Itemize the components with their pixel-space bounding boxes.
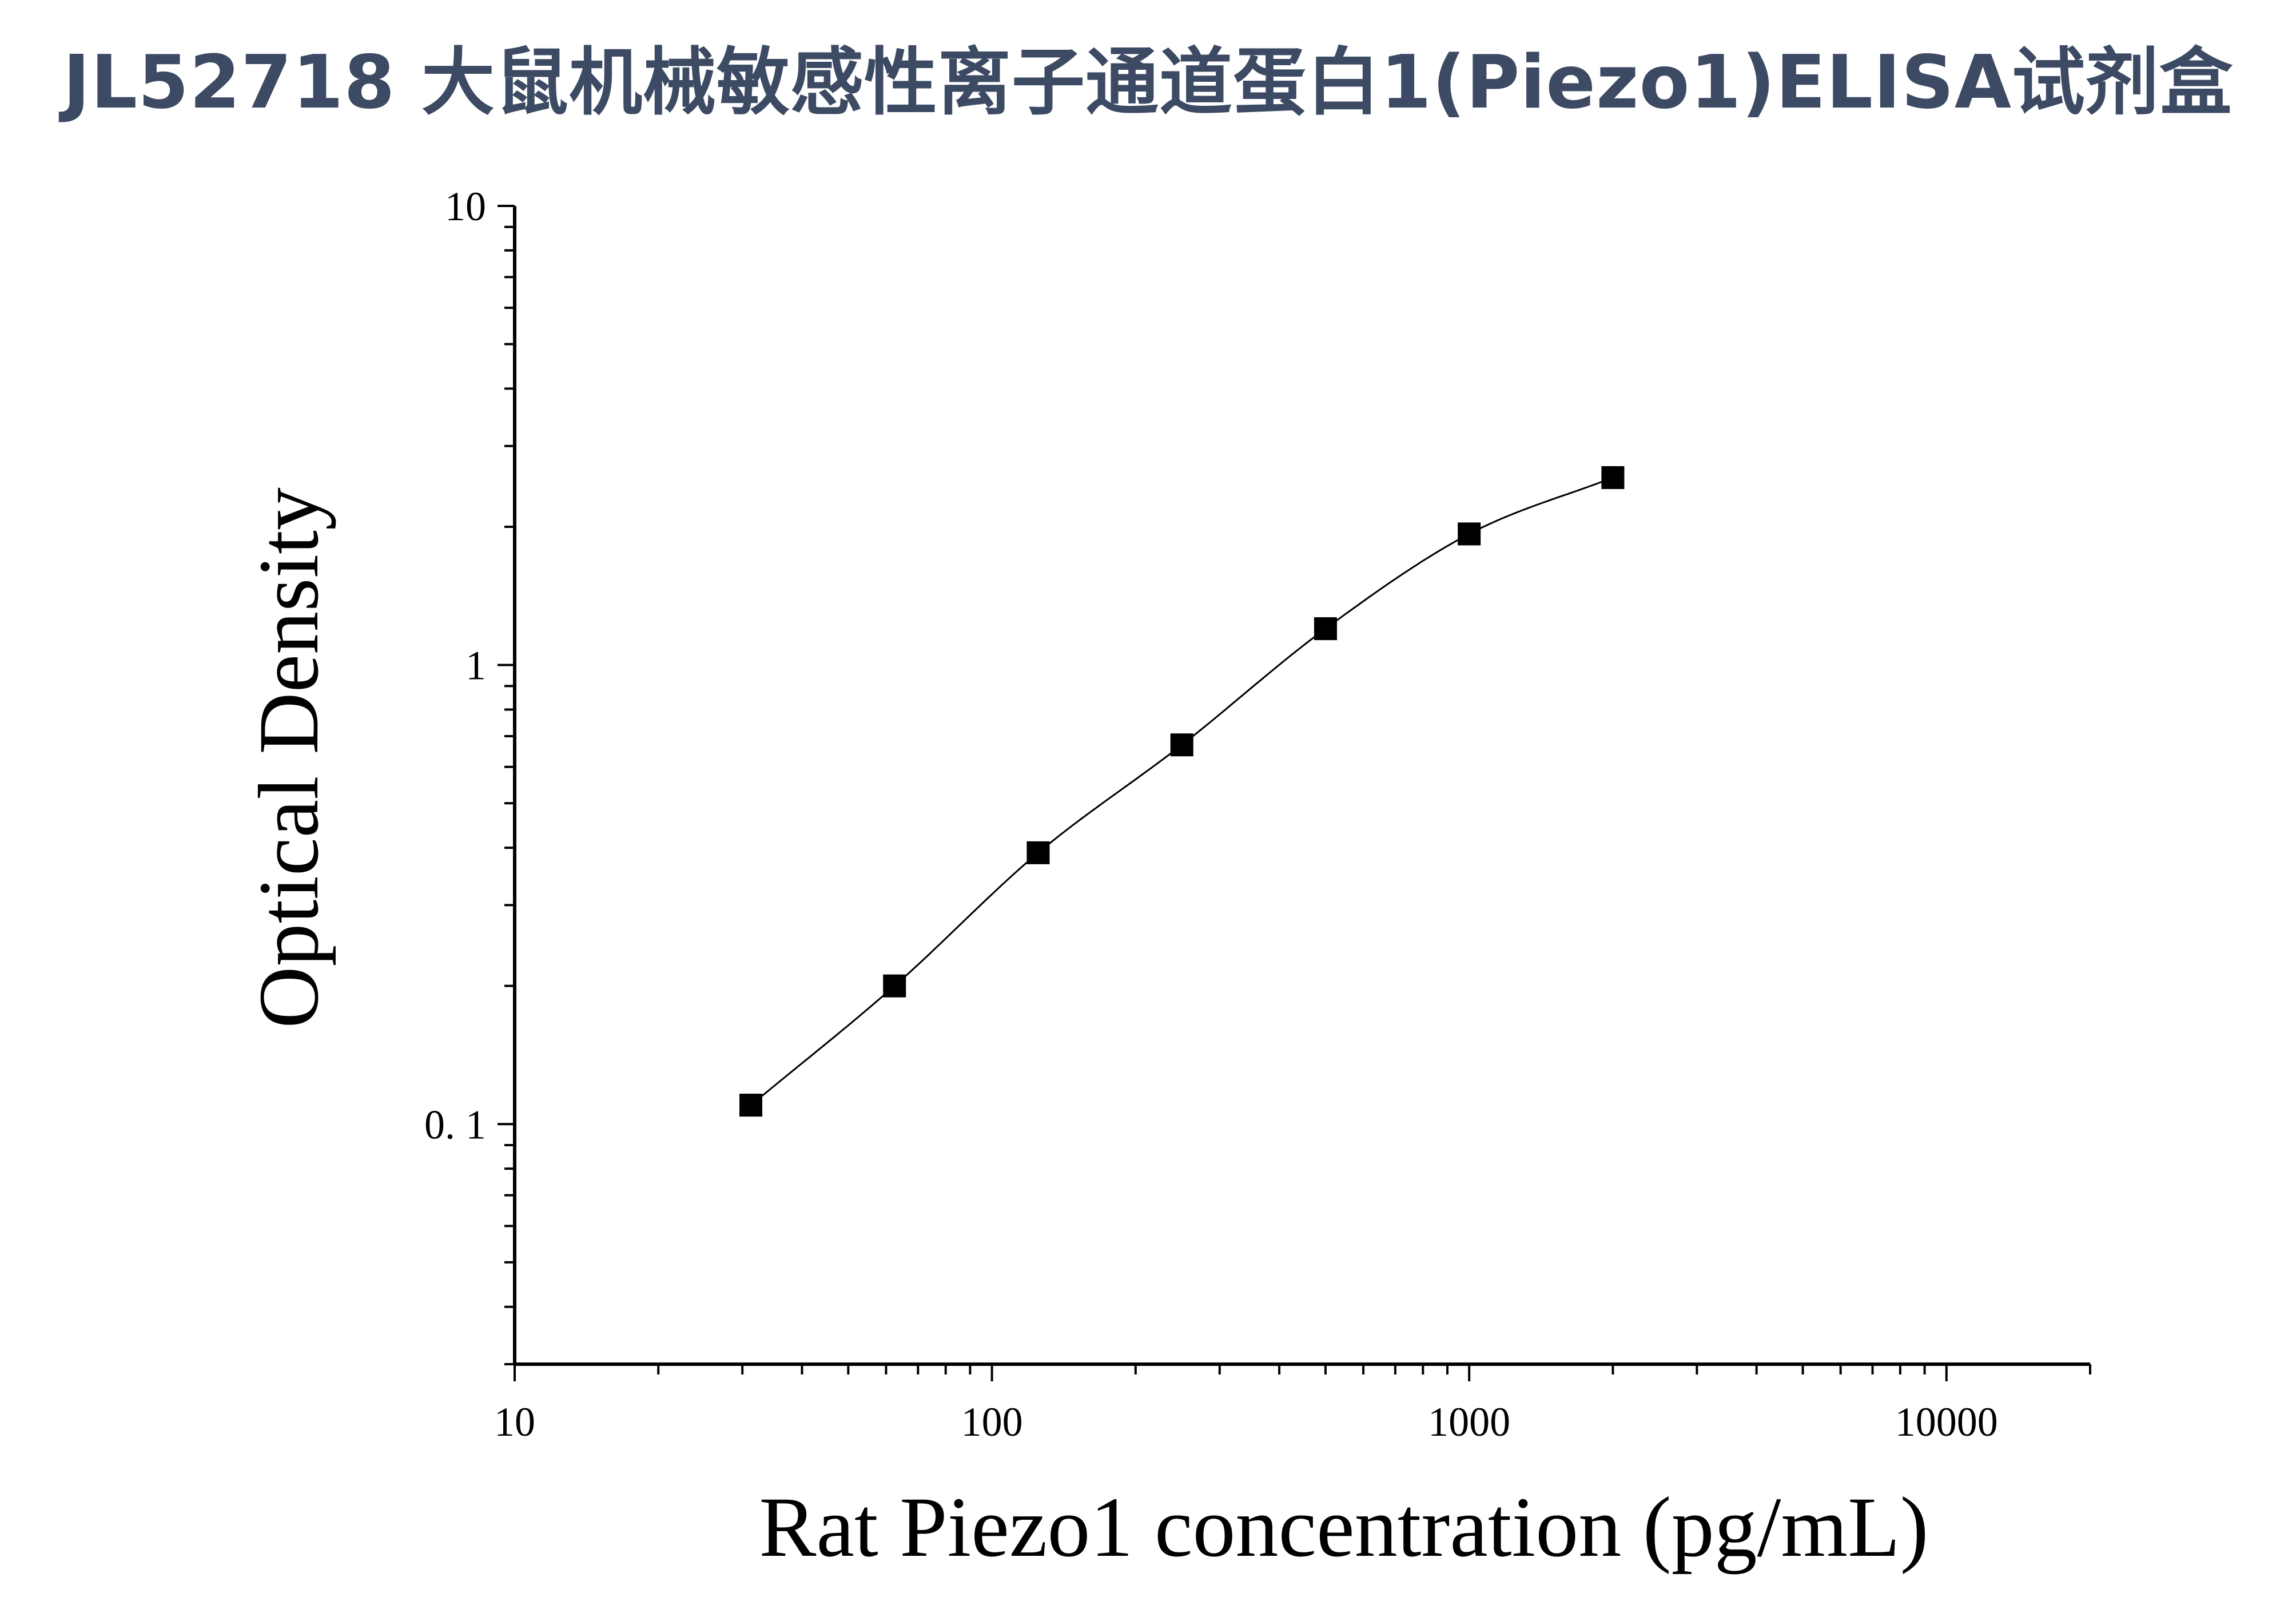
data-point: [739, 1094, 762, 1117]
x-tick-label: 10: [494, 1399, 535, 1445]
data-point: [1170, 733, 1193, 757]
data-point: [1314, 617, 1337, 641]
page-title: JL52718 大鼠机械敏感性离子通道蛋白1(Piezo1)ELISA试剂盒: [62, 40, 2233, 125]
axes: [513, 206, 2090, 1366]
data-point: [883, 974, 906, 998]
fit-curve: [750, 476, 1613, 1106]
y-tick-label: 10: [445, 184, 486, 229]
y-axis-title: Optical Density: [241, 487, 336, 1028]
data-point: [1601, 466, 1625, 489]
data-point: [1026, 841, 1050, 864]
y-tick-label: 0. 1: [424, 1102, 486, 1147]
x-tick-label: 1000: [1428, 1399, 1510, 1445]
ticks: 10 100 1000 10000 0. 1 1 10: [424, 184, 2091, 1445]
x-tick-label: 100: [961, 1399, 1023, 1445]
data-points: [739, 466, 1625, 1117]
x-tick-label: 10000: [1895, 1399, 1998, 1445]
data-point: [1458, 522, 1481, 546]
x-axis-title: Rat Piezo1 concentration (pg/mL): [759, 1480, 1928, 1575]
y-tick-label: 1: [465, 643, 486, 689]
